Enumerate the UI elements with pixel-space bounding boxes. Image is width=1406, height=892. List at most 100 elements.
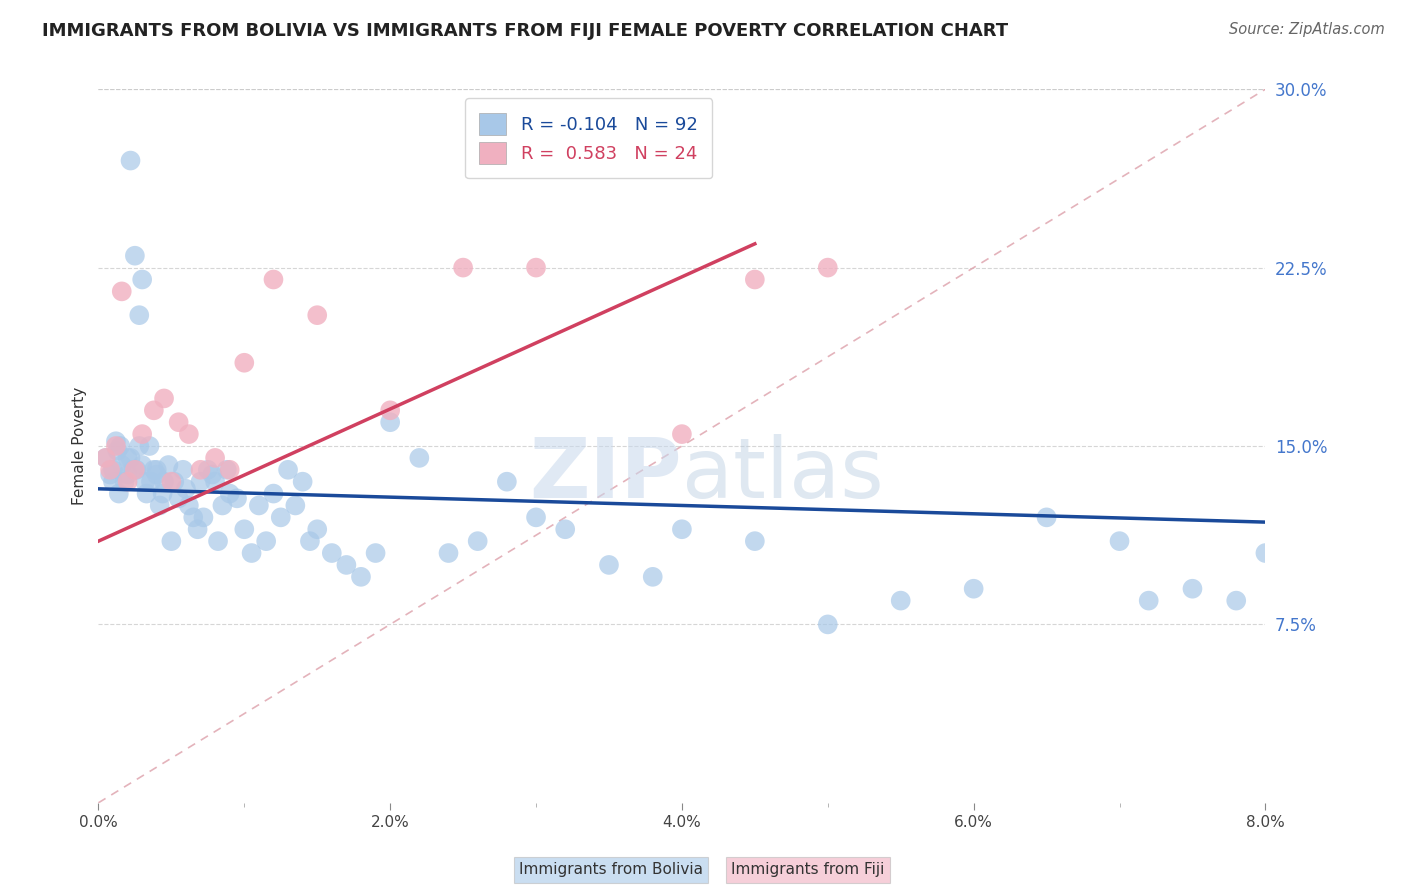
Point xyxy=(204,475,226,489)
Point xyxy=(110,439,132,453)
Point xyxy=(240,546,263,560)
Point xyxy=(437,546,460,560)
Point xyxy=(291,475,314,489)
Point xyxy=(215,463,238,477)
Point xyxy=(378,403,402,417)
Legend: R = -0.104   N = 92, R =  0.583   N = 24: R = -0.104 N = 92, R = 0.583 N = 24 xyxy=(465,98,713,178)
Point xyxy=(524,260,547,275)
Point xyxy=(233,356,256,370)
Point xyxy=(101,463,124,477)
Point xyxy=(111,458,134,472)
Point xyxy=(335,558,357,572)
Point xyxy=(890,593,912,607)
Point xyxy=(131,272,153,286)
Point xyxy=(131,458,153,472)
Point xyxy=(117,475,139,489)
Point xyxy=(172,463,194,477)
Point xyxy=(128,439,150,453)
Point xyxy=(364,546,387,560)
Point xyxy=(124,463,146,477)
Text: Source: ZipAtlas.com: Source: ZipAtlas.com xyxy=(1229,22,1385,37)
Point xyxy=(495,475,517,489)
Point xyxy=(111,285,134,299)
Point xyxy=(197,463,219,477)
Point xyxy=(128,308,150,322)
Point xyxy=(117,467,139,482)
Point xyxy=(218,486,240,500)
Point xyxy=(101,475,124,489)
Point xyxy=(117,450,139,465)
Text: IMMIGRANTS FROM BOLIVIA VS IMMIGRANTS FROM FIJI FEMALE POVERTY CORRELATION CHART: IMMIGRANTS FROM BOLIVIA VS IMMIGRANTS FR… xyxy=(42,22,1008,40)
Point xyxy=(193,510,215,524)
Point xyxy=(142,403,165,417)
Point xyxy=(142,463,165,477)
Text: Immigrants from Fiji: Immigrants from Fiji xyxy=(731,863,884,877)
Text: atlas: atlas xyxy=(682,434,883,515)
Point xyxy=(135,486,157,500)
Point xyxy=(254,534,277,549)
Point xyxy=(744,272,766,286)
Point xyxy=(1225,593,1247,607)
Point xyxy=(98,463,121,477)
Y-axis label: Female Poverty: Female Poverty xyxy=(72,387,87,505)
Point xyxy=(1137,593,1160,607)
Point xyxy=(125,463,148,477)
Point xyxy=(105,443,128,458)
Point xyxy=(262,486,284,500)
Point xyxy=(160,475,183,489)
Point xyxy=(98,467,121,482)
Point xyxy=(277,463,299,477)
Point xyxy=(262,272,284,286)
Point xyxy=(120,153,142,168)
Point xyxy=(163,475,186,489)
Point xyxy=(94,450,117,465)
Point xyxy=(817,260,839,275)
Point xyxy=(146,467,169,482)
Point xyxy=(104,439,127,453)
Point xyxy=(153,392,176,406)
Point xyxy=(207,534,229,549)
Point xyxy=(122,463,145,477)
Point xyxy=(218,463,240,477)
Point xyxy=(138,439,160,453)
Point xyxy=(120,450,142,465)
Text: Immigrants from Bolivia: Immigrants from Bolivia xyxy=(519,863,703,877)
Point xyxy=(190,463,212,477)
Point xyxy=(270,510,292,524)
Point xyxy=(157,458,180,472)
Text: ZIP: ZIP xyxy=(530,434,682,515)
Point xyxy=(467,534,489,549)
Point xyxy=(350,570,373,584)
Point xyxy=(1181,582,1204,596)
Point xyxy=(298,534,321,549)
Point xyxy=(598,558,620,572)
Point xyxy=(190,475,212,489)
Point xyxy=(321,546,343,560)
Point xyxy=(160,534,183,549)
Point xyxy=(1035,510,1057,524)
Point xyxy=(744,534,766,549)
Point xyxy=(187,522,209,536)
Point xyxy=(307,522,329,536)
Point xyxy=(139,475,162,489)
Point xyxy=(817,617,839,632)
Point xyxy=(131,427,153,442)
Point xyxy=(108,486,131,500)
Point xyxy=(962,582,984,596)
Point xyxy=(181,510,204,524)
Point xyxy=(177,499,200,513)
Point xyxy=(1108,534,1130,549)
Point xyxy=(1254,546,1277,560)
Point xyxy=(201,467,224,482)
Point xyxy=(554,522,576,536)
Point xyxy=(124,249,146,263)
Point xyxy=(177,427,200,442)
Point xyxy=(233,522,256,536)
Point xyxy=(226,491,249,506)
Point xyxy=(307,308,329,322)
Point xyxy=(104,434,127,449)
Point xyxy=(451,260,474,275)
Point xyxy=(149,499,172,513)
Point xyxy=(134,475,156,489)
Point xyxy=(146,463,169,477)
